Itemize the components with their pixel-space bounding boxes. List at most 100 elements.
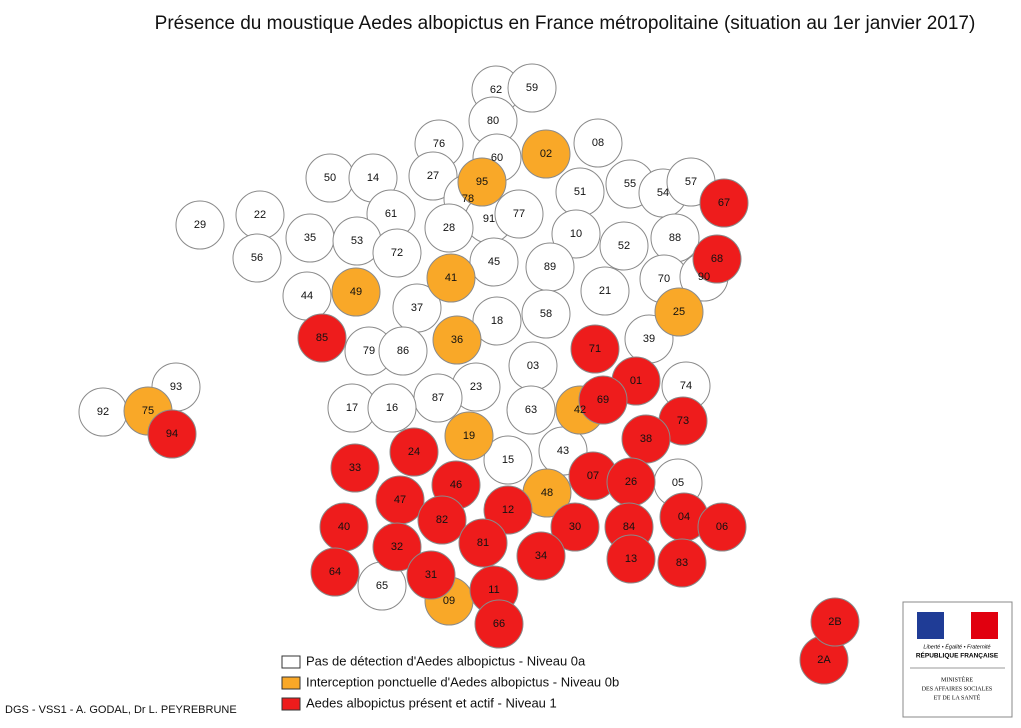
department-code: 67: [718, 197, 730, 209]
department-code: 83: [676, 557, 688, 569]
department-code: 76: [433, 138, 445, 150]
department-code: 56: [251, 252, 263, 264]
legend-swatch: [281, 655, 301, 669]
department-code: 01: [630, 375, 642, 387]
department-code: 65: [376, 580, 388, 592]
department-code: 80: [487, 115, 499, 127]
department-code: 06: [716, 521, 728, 533]
department-code: 91: [483, 213, 495, 225]
department-code: 85: [316, 332, 328, 344]
department: [408, 151, 458, 201]
flag-white: [944, 612, 971, 639]
department-code: 33: [349, 462, 361, 474]
department-code: 53: [351, 235, 363, 247]
legend: Pas de détection d'Aedes albopictus - Ni…: [281, 653, 619, 711]
department: [506, 385, 556, 435]
legend-swatch: [281, 676, 301, 690]
department-code: 77: [513, 208, 525, 220]
department: [494, 189, 544, 239]
department-code: 09: [443, 595, 455, 607]
department-code: 47: [394, 494, 406, 506]
department-code: 23: [470, 381, 482, 393]
department-code: 64: [329, 566, 341, 578]
department-code: 70: [658, 273, 670, 285]
department: [310, 547, 360, 597]
department-code: 60: [491, 152, 503, 164]
department: [469, 237, 519, 287]
department-code: 14: [367, 172, 379, 184]
department-code: 94: [166, 428, 178, 440]
department-code: 62: [490, 84, 502, 96]
department-code: 17: [346, 402, 358, 414]
department-code: 21: [599, 285, 611, 297]
department: [297, 313, 347, 363]
department-code: 31: [425, 569, 437, 581]
department-labels: 62 59 80 76 60 08 50 14 27 51 55 54 57 22 29 61 78 91 77 10…: [97, 82, 842, 666]
department-code: 16: [386, 402, 398, 414]
department-code: 59: [526, 82, 538, 94]
department-code: 39: [643, 333, 655, 345]
department: [483, 485, 533, 535]
department: [599, 221, 649, 271]
department-code: 11: [488, 584, 499, 596]
department-code: 13: [625, 553, 637, 565]
department-code: 28: [443, 222, 455, 234]
department-code: 48: [541, 487, 553, 499]
map-title: Présence du moustique Aedes albopictus e…: [155, 13, 976, 34]
logo-ministry: MINISTÈRE: [941, 675, 973, 683]
department: [654, 287, 704, 337]
department-code: 86: [397, 345, 409, 357]
department-code: 34: [535, 550, 547, 562]
department: [330, 443, 380, 493]
department-code: 69: [597, 394, 609, 406]
department: [417, 495, 467, 545]
department-code: 02: [540, 148, 552, 160]
department-code: 50: [324, 172, 336, 184]
department: [389, 427, 439, 477]
department-code: 25: [673, 306, 685, 318]
department-code: 95: [476, 176, 488, 188]
department: [573, 118, 623, 168]
department: [697, 502, 747, 552]
department-code: 78: [462, 193, 474, 205]
department-code: 79: [363, 345, 375, 357]
legend-label: Interception ponctuelle d'Aedes albopict…: [306, 674, 619, 689]
department-code: 35: [304, 232, 316, 244]
logo: Liberté • Égalité • Fraternité RÉPUBLIQU…: [902, 601, 1013, 718]
department-code: 54: [657, 187, 669, 199]
department-code: 89: [544, 261, 556, 273]
department: [570, 324, 620, 374]
department-code: 08: [592, 137, 604, 149]
department-code: 26: [625, 476, 637, 488]
department: [516, 531, 566, 581]
department-code: 07: [587, 470, 599, 482]
department-code: 52: [618, 240, 630, 252]
department-code: 75: [142, 405, 154, 417]
department-code: 90: [698, 271, 710, 283]
department: [551, 209, 601, 259]
department-code: 40: [338, 521, 350, 533]
department: [606, 534, 656, 584]
department-code: 22: [254, 209, 266, 221]
department-code: 04: [678, 511, 690, 523]
department: [521, 289, 571, 339]
department: [424, 203, 474, 253]
department: [372, 228, 422, 278]
logo-ministry: ET DE LA SANTÉ: [934, 693, 981, 701]
credit: DGS - VSS1 - A. GODAL, Dr L. PEYREBRUNE: [5, 704, 237, 716]
department-code: 58: [540, 308, 552, 320]
department-code: 43: [557, 445, 569, 457]
department-code: 44: [301, 290, 313, 302]
department: [372, 522, 422, 572]
department: [457, 157, 507, 207]
department-code: 32: [391, 541, 403, 553]
department-code: 81: [477, 537, 489, 549]
department: [378, 326, 428, 376]
department-code: 66: [493, 618, 505, 630]
department: [147, 409, 197, 459]
department: [175, 200, 225, 250]
legend-swatch: [281, 697, 301, 711]
department: [578, 375, 628, 425]
department: [810, 597, 860, 647]
